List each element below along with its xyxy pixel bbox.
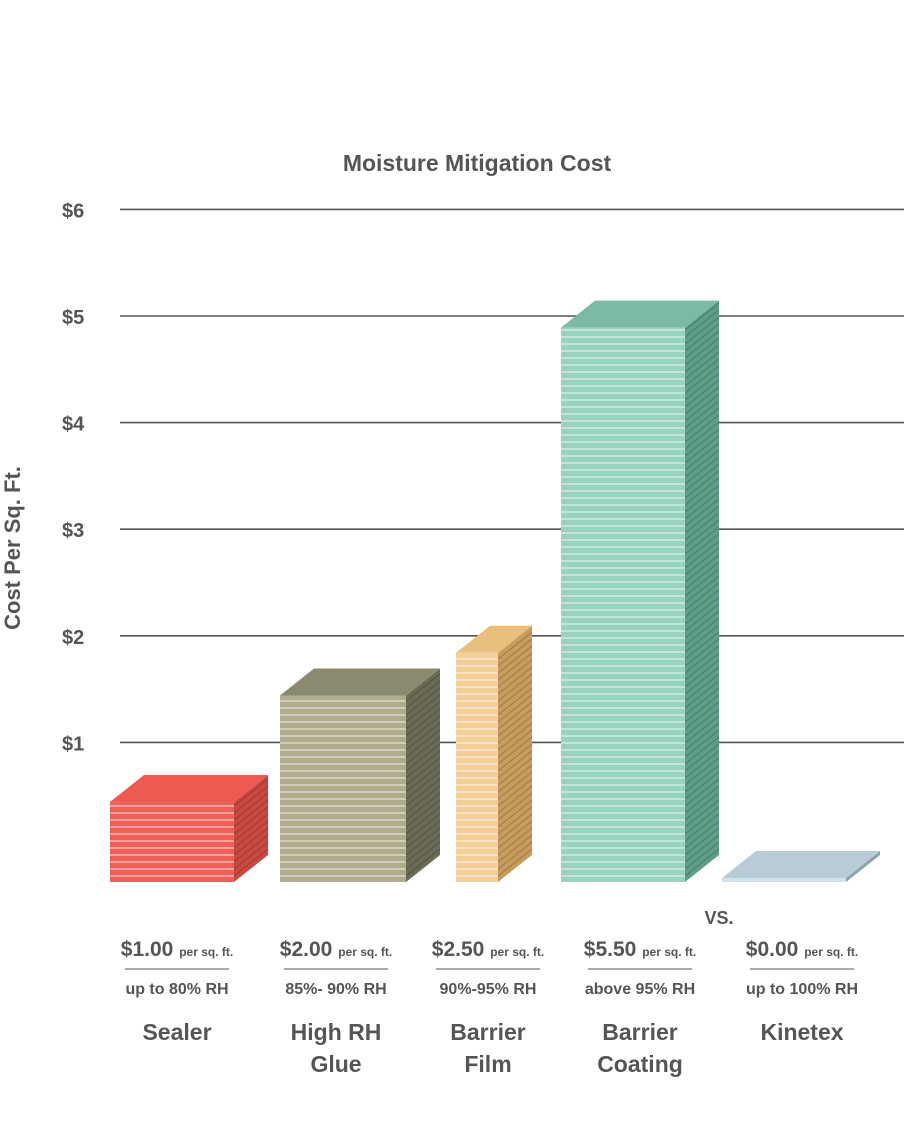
bar-kinetex (722, 851, 880, 882)
y-axis-label: Cost Per Sq. Ft. (0, 466, 25, 630)
category-name: Glue (310, 1051, 361, 1077)
y-tick-label: $2 (62, 627, 84, 649)
category-name: Sealer (142, 1019, 211, 1045)
bar-high-rh-glue (280, 668, 441, 882)
category-label-group: $5.50 per sq. ft. above 95% RH Barrier Coat… (584, 938, 696, 1077)
category-name: Barrier (450, 1019, 525, 1045)
category-name: High RH (291, 1019, 382, 1045)
vs-label: VS. (704, 908, 733, 928)
category-name: Barrier (602, 1019, 677, 1045)
y-tick-label: $3 (62, 520, 84, 542)
price-label: $1.00 per sq. ft. (121, 938, 233, 961)
bar-barrier-film (456, 625, 533, 882)
category-label-group: $0.00 per sq. ft. up to 100% RH Kinetex (746, 938, 858, 1045)
rh-range-label: up to 100% RH (746, 981, 858, 998)
category-name: Coating (597, 1051, 683, 1077)
price-label: $2.50 per sq. ft. (432, 938, 544, 961)
category-label-group: $1.00 per sq. ft. up to 80% RH Sealer (121, 938, 233, 1045)
rh-range-label: 90%-95% RH (440, 981, 537, 998)
category-name: Film (464, 1051, 511, 1077)
grid-lines: $1 $2 $3 $4 $5 $6 (62, 200, 904, 755)
rh-range-label: up to 80% RH (125, 981, 228, 998)
price-label: $0.00 per sq. ft. (746, 938, 858, 961)
y-tick-label: $6 (62, 200, 84, 222)
price-label: $2.00 per sq. ft. (280, 938, 392, 961)
category-label-group: $2.50 per sq. ft. 90%-95% RH Barrier Film (432, 938, 544, 1077)
bar-barrier-coating (561, 300, 720, 882)
y-tick-label: $4 (62, 414, 85, 436)
chart-title: Moisture Mitigation Cost (343, 150, 612, 176)
category-label-group: $2.00 per sq. ft. 85%- 90% RH High RH Glue (280, 938, 392, 1077)
rh-range-label: 85%- 90% RH (285, 981, 386, 998)
bars (110, 300, 880, 882)
rh-range-label: above 95% RH (585, 981, 695, 998)
category-name: Kinetex (760, 1019, 843, 1045)
labels: $1.00 per sq. ft. up to 80% RH Sealer $2.00… (121, 938, 858, 1077)
bar-sealer (110, 775, 269, 882)
y-tick-label: $1 (62, 733, 84, 755)
y-tick-label: $5 (62, 307, 84, 329)
price-label: $5.50 per sq. ft. (584, 938, 696, 961)
